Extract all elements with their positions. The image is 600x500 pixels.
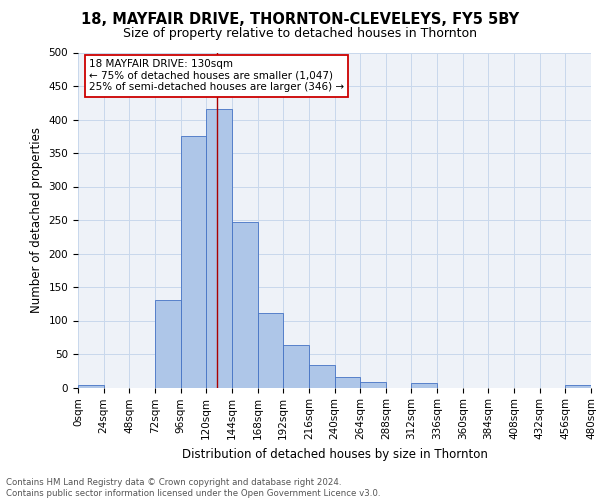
Bar bbox=[565, 386, 591, 388]
Bar bbox=[232, 222, 257, 388]
Y-axis label: Number of detached properties: Number of detached properties bbox=[30, 127, 43, 313]
Bar bbox=[360, 382, 386, 388]
Bar bbox=[181, 136, 206, 388]
Bar bbox=[206, 110, 232, 388]
Text: 18 MAYFAIR DRIVE: 130sqm
← 75% of detached houses are smaller (1,047)
25% of sem: 18 MAYFAIR DRIVE: 130sqm ← 75% of detach… bbox=[89, 59, 344, 92]
Bar bbox=[257, 313, 283, 388]
Text: 18, MAYFAIR DRIVE, THORNTON-CLEVELEYS, FY5 5BY: 18, MAYFAIR DRIVE, THORNTON-CLEVELEYS, F… bbox=[81, 12, 519, 28]
Bar bbox=[283, 344, 309, 388]
Bar bbox=[78, 385, 104, 388]
Text: Size of property relative to detached houses in Thornton: Size of property relative to detached ho… bbox=[123, 28, 477, 40]
Bar bbox=[155, 300, 181, 388]
Text: Contains HM Land Registry data © Crown copyright and database right 2024.
Contai: Contains HM Land Registry data © Crown c… bbox=[6, 478, 380, 498]
Bar bbox=[335, 377, 360, 388]
X-axis label: Distribution of detached houses by size in Thornton: Distribution of detached houses by size … bbox=[182, 448, 487, 460]
Bar bbox=[412, 384, 437, 388]
Bar bbox=[309, 366, 335, 388]
